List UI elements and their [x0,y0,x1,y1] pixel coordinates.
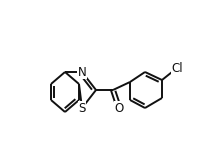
Text: N: N [78,66,86,78]
Text: S: S [78,102,86,114]
Text: Cl: Cl [171,61,183,75]
Text: O: O [114,102,124,114]
